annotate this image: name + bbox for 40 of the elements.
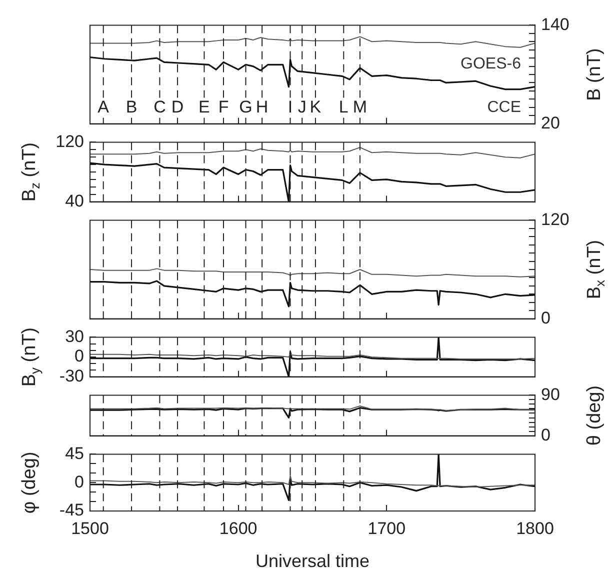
ref-line-label: K — [310, 97, 322, 116]
y-tick-label: 0 — [74, 472, 84, 492]
series-label: CCE — [487, 99, 521, 116]
ref-line-label: C — [154, 97, 166, 116]
y2-tick-label: 0 — [541, 425, 550, 444]
y-axis-title: Bz (nT) — [19, 142, 42, 202]
y-axis-title: By (nT) — [19, 327, 42, 387]
ref-line-label: L — [338, 97, 348, 116]
y2-tick-label: 0 — [541, 308, 550, 328]
x-tick-label: 1700 — [368, 518, 406, 538]
x-tick-label: 1500 — [71, 518, 109, 538]
ref-line-label: H — [256, 97, 268, 116]
y-tick-label: 120 — [56, 132, 84, 151]
ref-line-label: B — [126, 97, 138, 116]
y-axis-title: φ (deg) — [19, 452, 40, 514]
y-tick-label: -30 — [59, 366, 84, 386]
y-tick-label: -45 — [59, 500, 84, 520]
y2-axis-title: B (nT) — [584, 48, 606, 101]
y2-tick-label: 140 — [541, 14, 570, 34]
ref-line-label: A — [98, 97, 110, 116]
ref-line-label: J — [298, 97, 306, 116]
ref-line-label: F — [218, 97, 229, 116]
y2-axis-title: Bx (nT) — [584, 240, 608, 300]
x-axis-title: Universal time — [255, 551, 370, 572]
y-tick-label: 45 — [65, 444, 84, 463]
ref-line-label: I — [288, 97, 293, 116]
ref-line-label: E — [198, 97, 210, 116]
y2-tick-label: 90 — [541, 384, 560, 404]
y2-tick-label: 120 — [541, 210, 570, 229]
y-tick-label: 0 — [74, 346, 84, 366]
y2-axis-title: θ (deg) — [584, 385, 606, 446]
ref-line-label: D — [171, 97, 184, 116]
y-tick-label: 30 — [65, 326, 84, 346]
series-label: GOES-6 — [460, 56, 522, 73]
x-tick-label: 1800 — [516, 518, 554, 538]
y2-tick-label: 20 — [541, 113, 560, 132]
x-tick-label: 1600 — [219, 518, 258, 538]
ref-line-label: G — [239, 97, 252, 116]
ref-line-label: M — [352, 97, 368, 116]
y-tick-label: 40 — [65, 191, 84, 210]
